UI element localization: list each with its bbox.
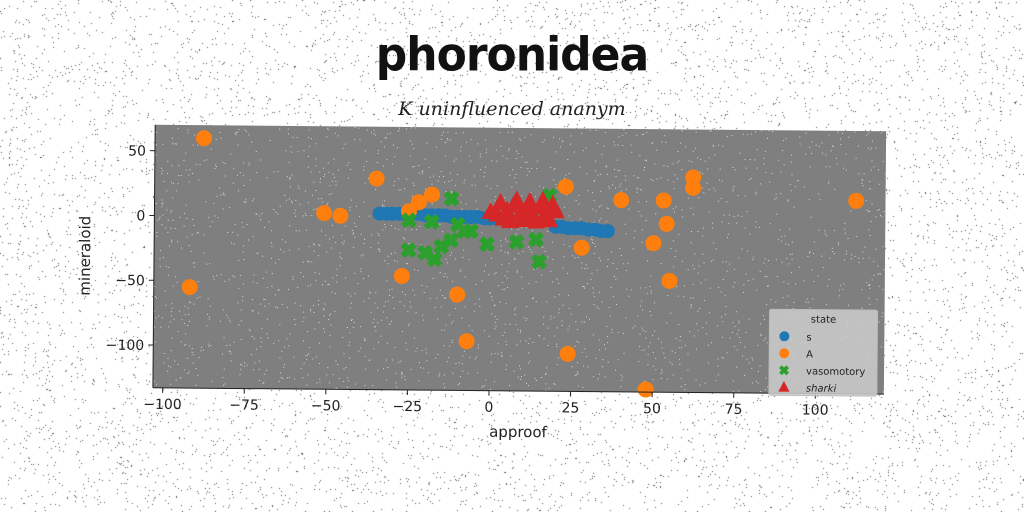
legend-marker <box>778 381 790 392</box>
x-tick-label: 0 <box>484 400 493 416</box>
y-tick-label: 0 <box>136 208 145 224</box>
data-point <box>645 235 662 252</box>
y-axis-label: mineraloid <box>76 216 95 296</box>
data-point <box>637 381 654 398</box>
data-point <box>400 242 417 259</box>
data-point <box>848 192 865 209</box>
plot-speckle <box>153 127 887 395</box>
data-point <box>368 170 385 187</box>
chart-title: phoronidea <box>375 28 649 83</box>
x-tick-label: 50 <box>643 401 661 417</box>
data-point <box>423 186 440 203</box>
chart-subtitle: K uninfluenced ananym <box>398 98 626 120</box>
legend-label: A <box>806 350 813 361</box>
x-axis-line <box>152 387 884 395</box>
legend-box <box>768 308 879 397</box>
data-point <box>520 191 539 210</box>
data-point <box>573 239 590 256</box>
legend-marker <box>779 365 790 376</box>
x-tick-label: −50 <box>311 398 341 414</box>
legend-marker <box>779 348 790 359</box>
x-tick-label: 25 <box>561 400 579 416</box>
data-point <box>520 208 539 226</box>
data-point <box>458 333 475 350</box>
x-tick-label: −75 <box>229 397 259 413</box>
legend-label: vasomotory <box>806 367 865 379</box>
data-point <box>433 238 450 255</box>
data-point <box>559 345 576 362</box>
data-point <box>531 253 548 270</box>
y-tick-label: −50 <box>115 273 145 289</box>
y-axis-line <box>152 124 156 388</box>
data-point <box>600 224 615 239</box>
data-point <box>557 178 574 195</box>
x-tick-label: 100 <box>802 402 829 418</box>
x-axis-label: approof <box>489 423 548 442</box>
data-point <box>393 267 410 284</box>
data-point <box>508 233 525 251</box>
data-point <box>658 215 675 232</box>
series-4 <box>481 190 565 229</box>
data-point <box>507 190 526 208</box>
legend-marker <box>779 331 790 342</box>
data-point <box>332 207 349 224</box>
data-point <box>426 251 443 268</box>
data-point <box>655 192 672 209</box>
x-tick-label: 75 <box>725 402 743 418</box>
data-point <box>443 190 460 207</box>
data-point <box>613 192 630 209</box>
data-point <box>685 179 702 196</box>
data-point <box>661 272 678 289</box>
data-point <box>478 236 496 253</box>
data-point <box>533 190 552 208</box>
y-tick-label: 50 <box>128 143 146 159</box>
x-tick-label: −25 <box>392 399 422 415</box>
data-point <box>462 223 479 240</box>
y-tick-label: −100 <box>106 338 145 354</box>
data-point <box>533 208 552 226</box>
speckle-dots <box>153 127 887 395</box>
data-point <box>316 205 333 222</box>
legend-label: s <box>806 333 811 344</box>
data-point <box>196 130 213 147</box>
data-point <box>494 208 513 226</box>
x-tick-label: −100 <box>143 397 182 413</box>
legend-label: sharki <box>806 383 837 394</box>
series-2 <box>181 130 865 398</box>
data-point <box>181 279 198 296</box>
plot-area <box>152 124 887 395</box>
data-point <box>423 213 440 230</box>
data-point <box>546 201 565 219</box>
data-point <box>449 286 466 303</box>
axes: −100 −75 −50 −25 0 25 50 75 100 50 0 −50 −100 <box>106 124 884 419</box>
data-point <box>400 212 417 229</box>
data-marks <box>181 130 865 398</box>
data-point <box>527 231 545 248</box>
legend-title: state <box>811 315 836 326</box>
